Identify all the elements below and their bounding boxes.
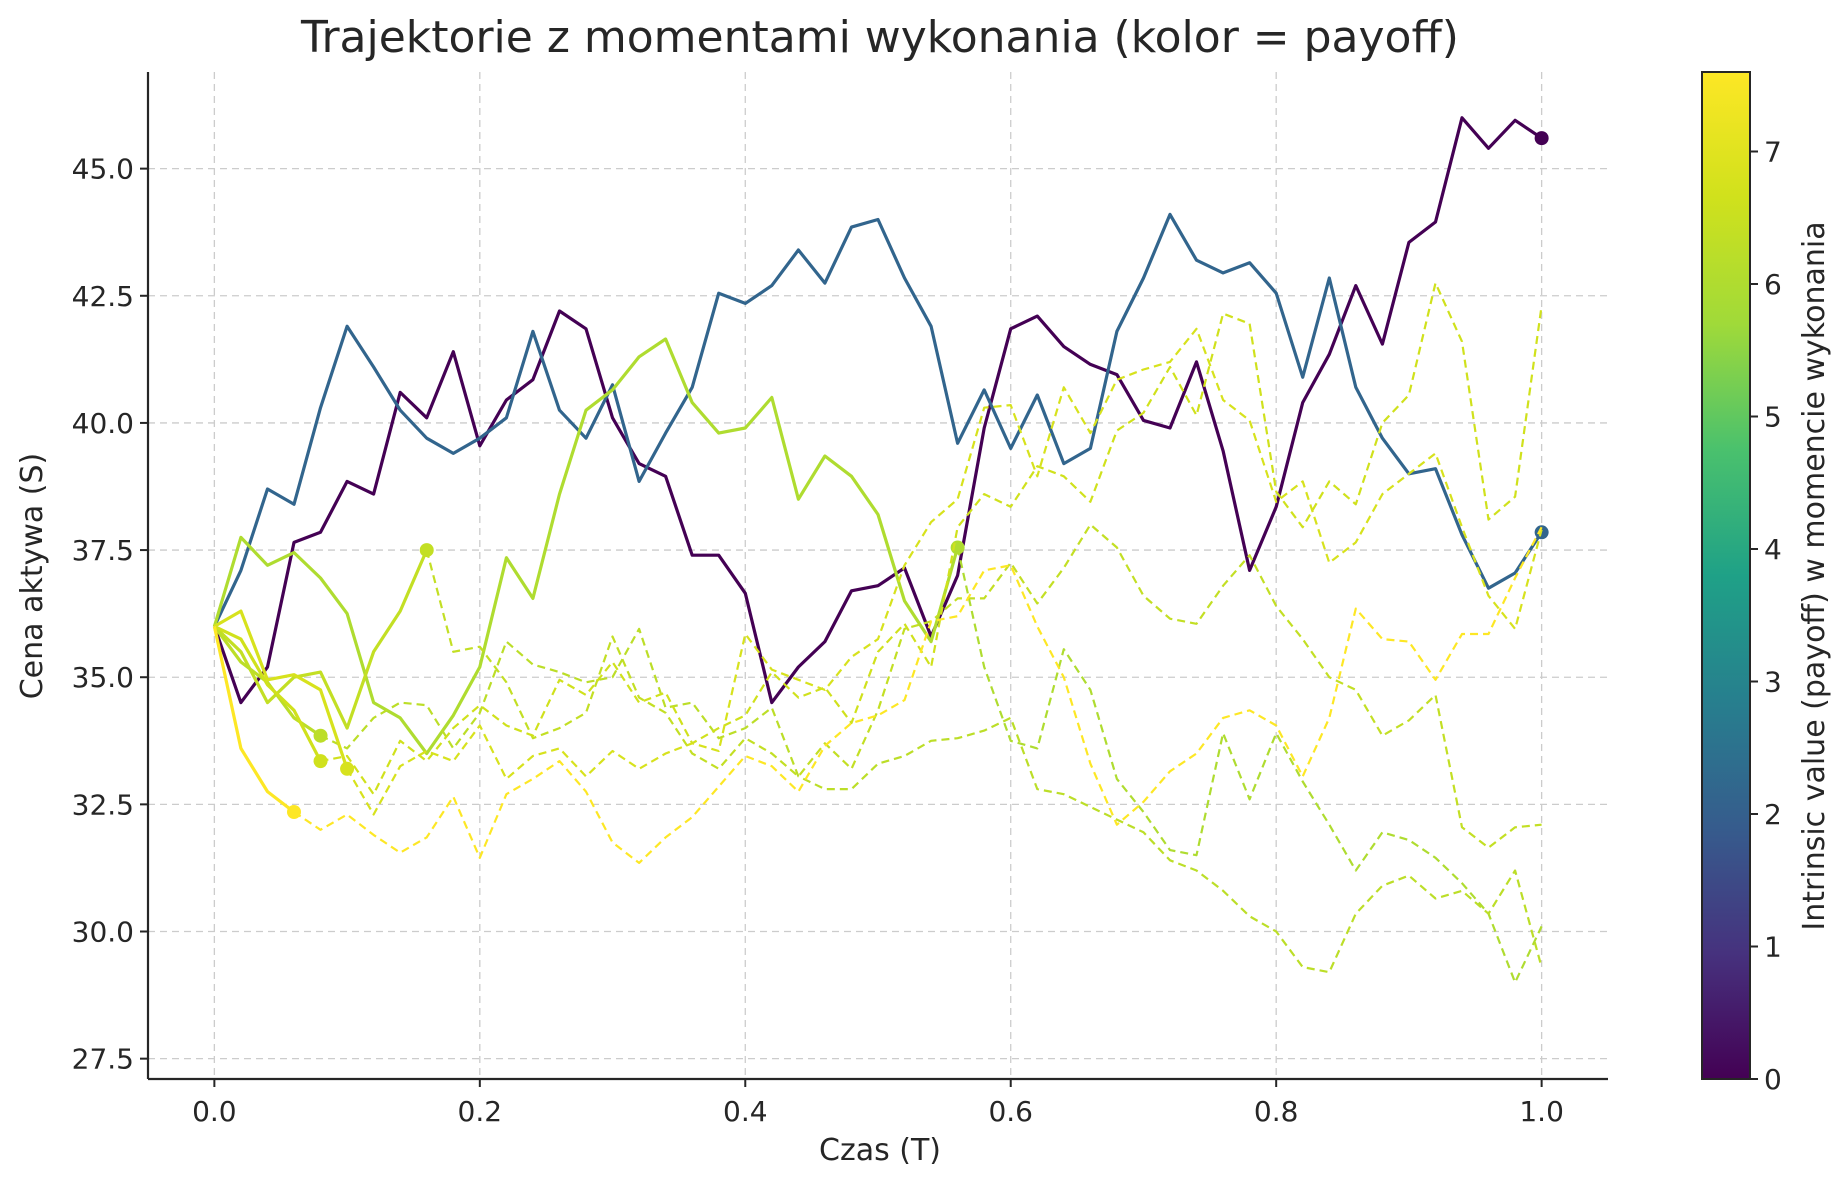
- colorbar: 0 1 2 3 4 5 6 7: [1701, 71, 1782, 1096]
- series-7-path-line: [212, 626, 295, 814]
- colorbar-tick-label: 1: [1764, 931, 1782, 964]
- colorbar-tick-label: 4: [1764, 533, 1782, 566]
- series-0-path-line: [212, 116, 1543, 705]
- series-0-exercise-point: [1534, 131, 1549, 146]
- x-tick-label: 0.6: [988, 1095, 1033, 1128]
- series-6-path-line: [213, 609, 349, 770]
- y-tick-label: 27.5: [72, 1043, 134, 1076]
- y-tick-label: 45.0: [72, 153, 134, 186]
- grid: [148, 72, 1608, 1079]
- y-tick-label: 30.0: [72, 916, 134, 949]
- series-5-exercise-point: [313, 754, 328, 769]
- colorbar-tick-label: 6: [1764, 268, 1782, 301]
- plot-area: [212, 116, 1549, 984]
- colorbar-label: Intrinsic value (payoff) w momencie wyko…: [1797, 221, 1832, 930]
- y-tick-label: 42.5: [72, 280, 134, 313]
- y-tick-label: 40.0: [72, 407, 134, 440]
- colorbar-tick-label: 7: [1764, 136, 1782, 169]
- series-4-exercise-point: [313, 728, 328, 743]
- chart-title: Trajektorie z momentami wykonania (kolor…: [300, 12, 1459, 63]
- series-4-after-exercise-line: [320, 627, 1543, 974]
- series-5-path-line: [213, 624, 322, 762]
- x-tick-label: 0.4: [723, 1095, 768, 1128]
- series-3-after-exercise-line: [425, 523, 1542, 849]
- series-2-path-line: [212, 337, 960, 756]
- colorbar-tick-label: 5: [1764, 401, 1782, 434]
- colorbar-tick-label: 0: [1764, 1063, 1782, 1096]
- x-tick-label: 0.2: [458, 1095, 503, 1128]
- axes: 0.0 0.2 0.4 0.6 0.8 1.0 27.5 30.0 32.5 35.0 37.5 40…: [72, 72, 1608, 1128]
- series-5-after-exercise-line: [320, 282, 1543, 796]
- series-7-exercise-point: [287, 804, 301, 819]
- y-tick-label: 35.0: [72, 661, 134, 694]
- y-tick-label: 32.5: [72, 788, 134, 821]
- series-6-after-exercise-line: [346, 327, 1543, 816]
- colorbar-gradient: [1701, 71, 1751, 1080]
- x-tick-label: 0.0: [192, 1095, 237, 1128]
- x-tick-label: 0.8: [1254, 1095, 1299, 1128]
- series-3-exercise-point: [419, 543, 434, 558]
- series-7-after-exercise-line: [293, 526, 1543, 865]
- x-tick-label: 1.0: [1519, 1095, 1564, 1128]
- series-1-path-line: [212, 212, 1543, 628]
- series-6-exercise-point: [340, 761, 355, 776]
- y-tick-label: 37.5: [72, 534, 134, 567]
- y-axis-label: Cena aktywa (S): [15, 453, 50, 700]
- series-2-after-exercise-line: [956, 547, 1543, 984]
- colorbar-tick-label: 3: [1764, 666, 1782, 699]
- x-axis-label: Czas (T): [819, 1133, 941, 1168]
- colorbar-tick-label: 2: [1764, 798, 1782, 831]
